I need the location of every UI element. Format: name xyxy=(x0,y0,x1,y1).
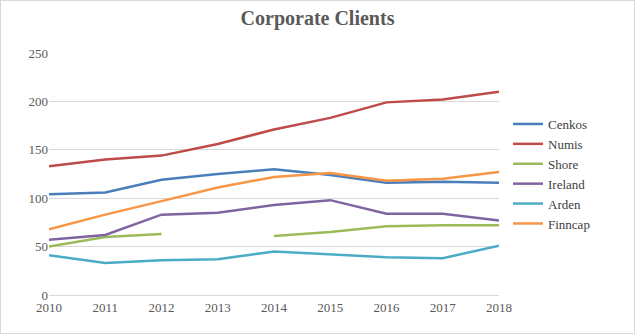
svg-text:Finncap: Finncap xyxy=(548,217,590,232)
svg-text:2017: 2017 xyxy=(430,300,457,315)
svg-text:2014: 2014 xyxy=(261,300,288,315)
svg-text:Ireland: Ireland xyxy=(548,177,585,192)
svg-text:150: 150 xyxy=(29,142,49,157)
svg-text:100: 100 xyxy=(29,191,49,206)
svg-text:50: 50 xyxy=(35,239,48,254)
svg-text:2011: 2011 xyxy=(92,300,118,315)
svg-text:Arden: Arden xyxy=(548,197,581,212)
svg-text:2015: 2015 xyxy=(317,300,343,315)
svg-text:200: 200 xyxy=(29,94,49,109)
svg-text:Numis: Numis xyxy=(548,137,583,152)
svg-text:Cenkos: Cenkos xyxy=(548,117,587,132)
svg-text:2013: 2013 xyxy=(205,300,231,315)
svg-text:250: 250 xyxy=(29,46,49,61)
svg-text:2018: 2018 xyxy=(486,300,512,315)
svg-text:2016: 2016 xyxy=(374,300,401,315)
svg-text:2010: 2010 xyxy=(36,300,62,315)
svg-text:0: 0 xyxy=(42,288,49,303)
svg-text:Corporate Clients: Corporate Clients xyxy=(241,7,395,30)
svg-text:Shore: Shore xyxy=(548,157,579,172)
svg-text:2012: 2012 xyxy=(149,300,175,315)
